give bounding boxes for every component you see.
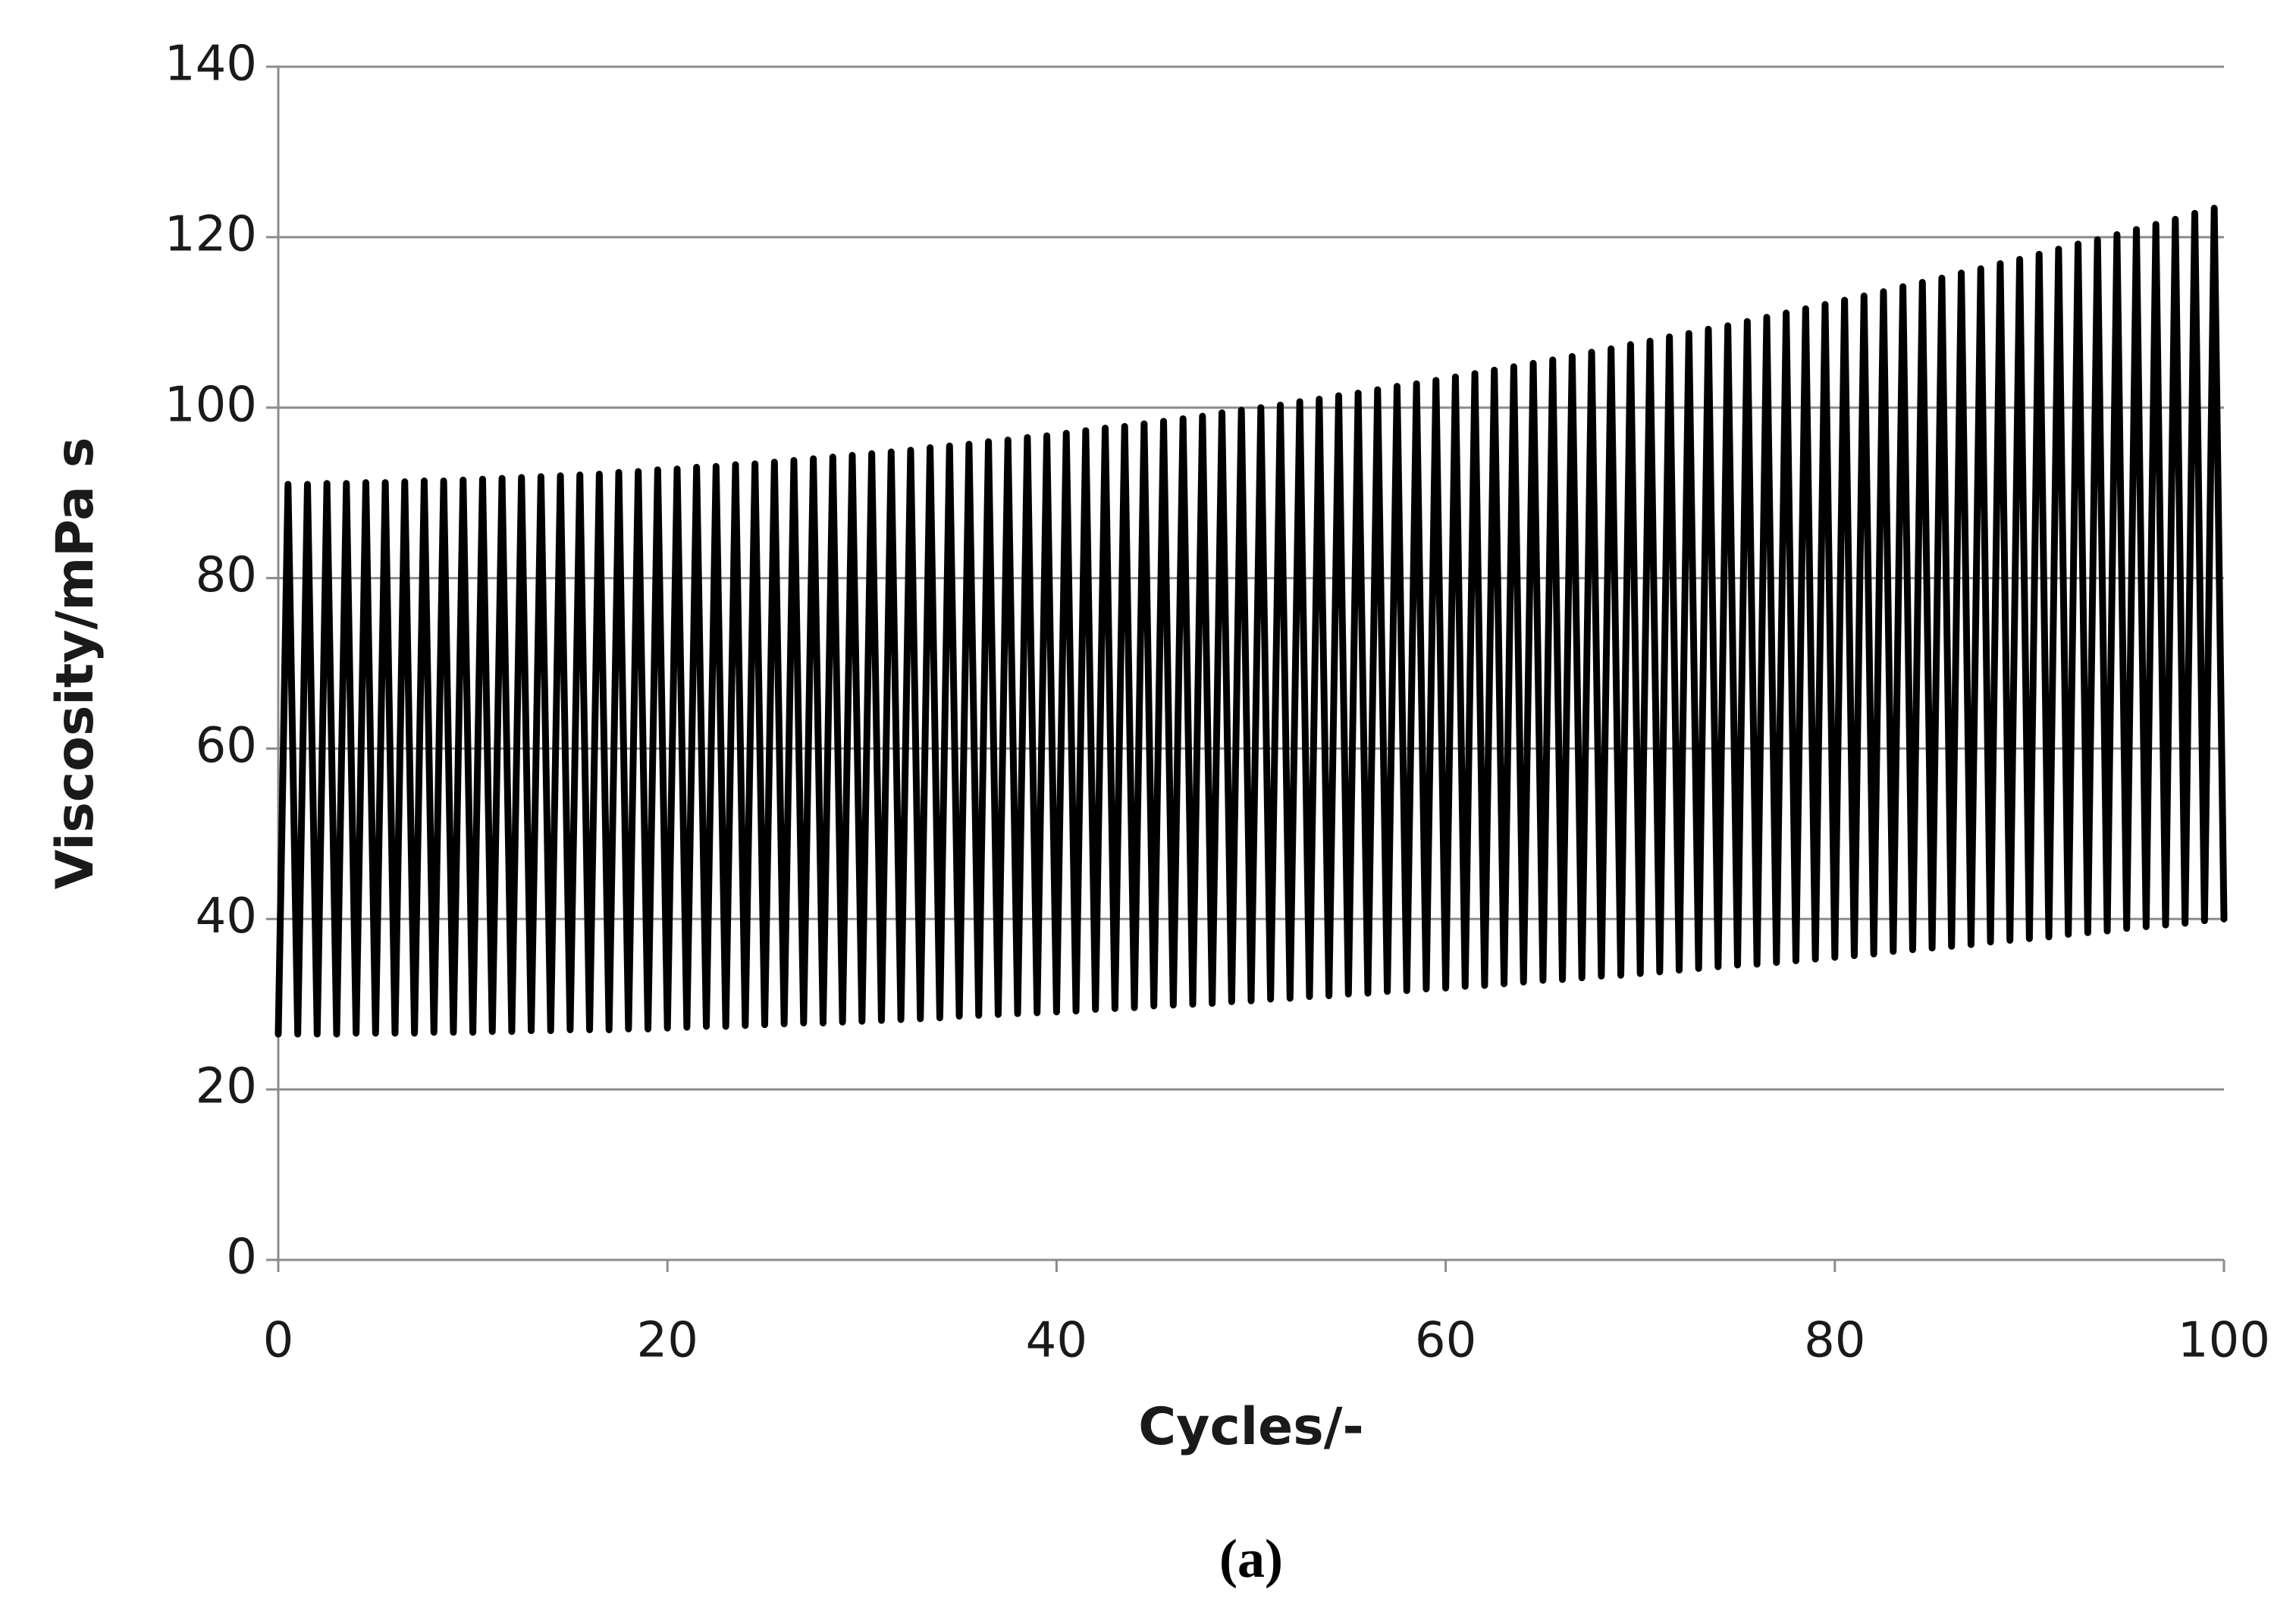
y-tick-label: 140 xyxy=(165,36,257,92)
y-tick-label: 40 xyxy=(196,888,257,945)
caption: (a) xyxy=(1219,1528,1283,1589)
y-tick-label: 80 xyxy=(196,547,257,603)
x-tick-label: 0 xyxy=(263,1313,294,1369)
y-tick-label: 120 xyxy=(165,206,257,262)
x-tick-label: 40 xyxy=(1026,1313,1087,1369)
y-tick-label: 100 xyxy=(165,377,257,433)
y-tick-label: 20 xyxy=(196,1059,257,1115)
x-tick-label: 20 xyxy=(636,1313,698,1369)
y-tick-label: 0 xyxy=(226,1230,257,1286)
x-tick-label: 60 xyxy=(1415,1313,1476,1369)
y-axis-title: Viscosity/mPa s xyxy=(45,437,105,890)
x-axis-title: Cycles/- xyxy=(1138,1397,1364,1457)
y-tick-label: 60 xyxy=(196,718,257,774)
data-line xyxy=(274,205,2228,1038)
x-tick-label: 100 xyxy=(2178,1313,2270,1369)
x-tick-label: 80 xyxy=(1804,1313,1865,1369)
